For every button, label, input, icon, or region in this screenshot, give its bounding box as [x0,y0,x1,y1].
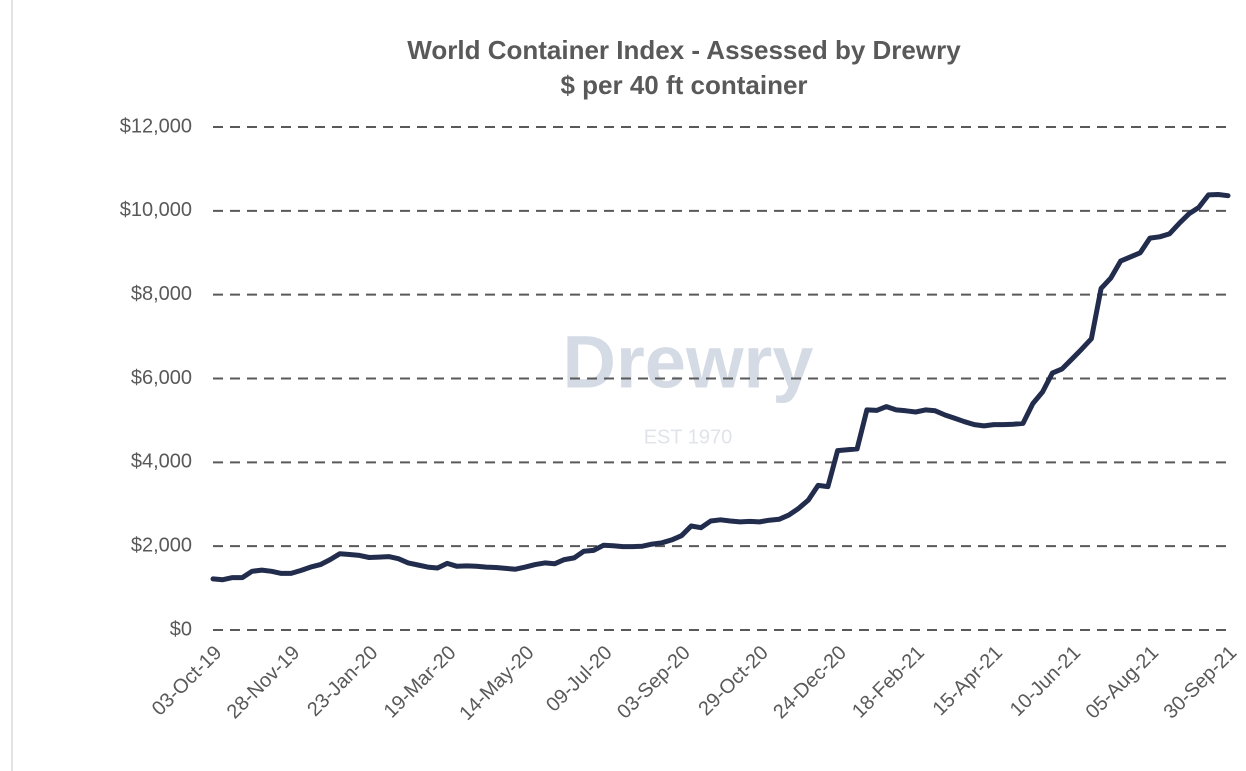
x-tick-label: 24-Dec-20 [769,642,851,724]
x-tick-label: 10-Jun-21 [1006,642,1085,721]
x-tick-label: 15-Apr-21 [929,642,1007,720]
x-tick-label: 29-Oct-20 [694,642,772,720]
data-line [210,192,1231,583]
y-tick-label: $8,000 [131,283,192,305]
x-tick-label: 05-Aug-21 [1082,642,1164,724]
y-tick-label: $6,000 [131,367,192,389]
chart-subtitle: $ per 40 ft container [560,70,807,100]
x-tick-label: 18-Feb-21 [848,642,929,723]
y-tick-label: $4,000 [131,451,192,473]
chart-title: World Container Index - Assessed by Drew… [407,35,961,65]
y-tick-label: $12,000 [120,115,192,137]
watermark-est: EST 1970 [644,426,733,448]
x-tick-label: 14-May-20 [455,642,538,725]
x-tick-label: 03-Oct-19 [148,642,226,720]
x-tick-label: 19-Mar-20 [380,642,461,723]
y-tick-label: $0 [170,618,192,640]
x-tick-label: 30-Sep-21 [1160,642,1242,724]
x-tick-label: 28-Nov-19 [223,642,305,724]
y-tick-label: $10,000 [120,199,192,221]
watermark: Drewry [563,321,814,404]
x-tick-label: 23-Jan-20 [303,642,382,721]
y-tick-label: $2,000 [131,534,192,556]
x-tick-label: 09-Jul-20 [542,642,617,717]
x-tick-label: 03-Sep-20 [613,642,695,724]
